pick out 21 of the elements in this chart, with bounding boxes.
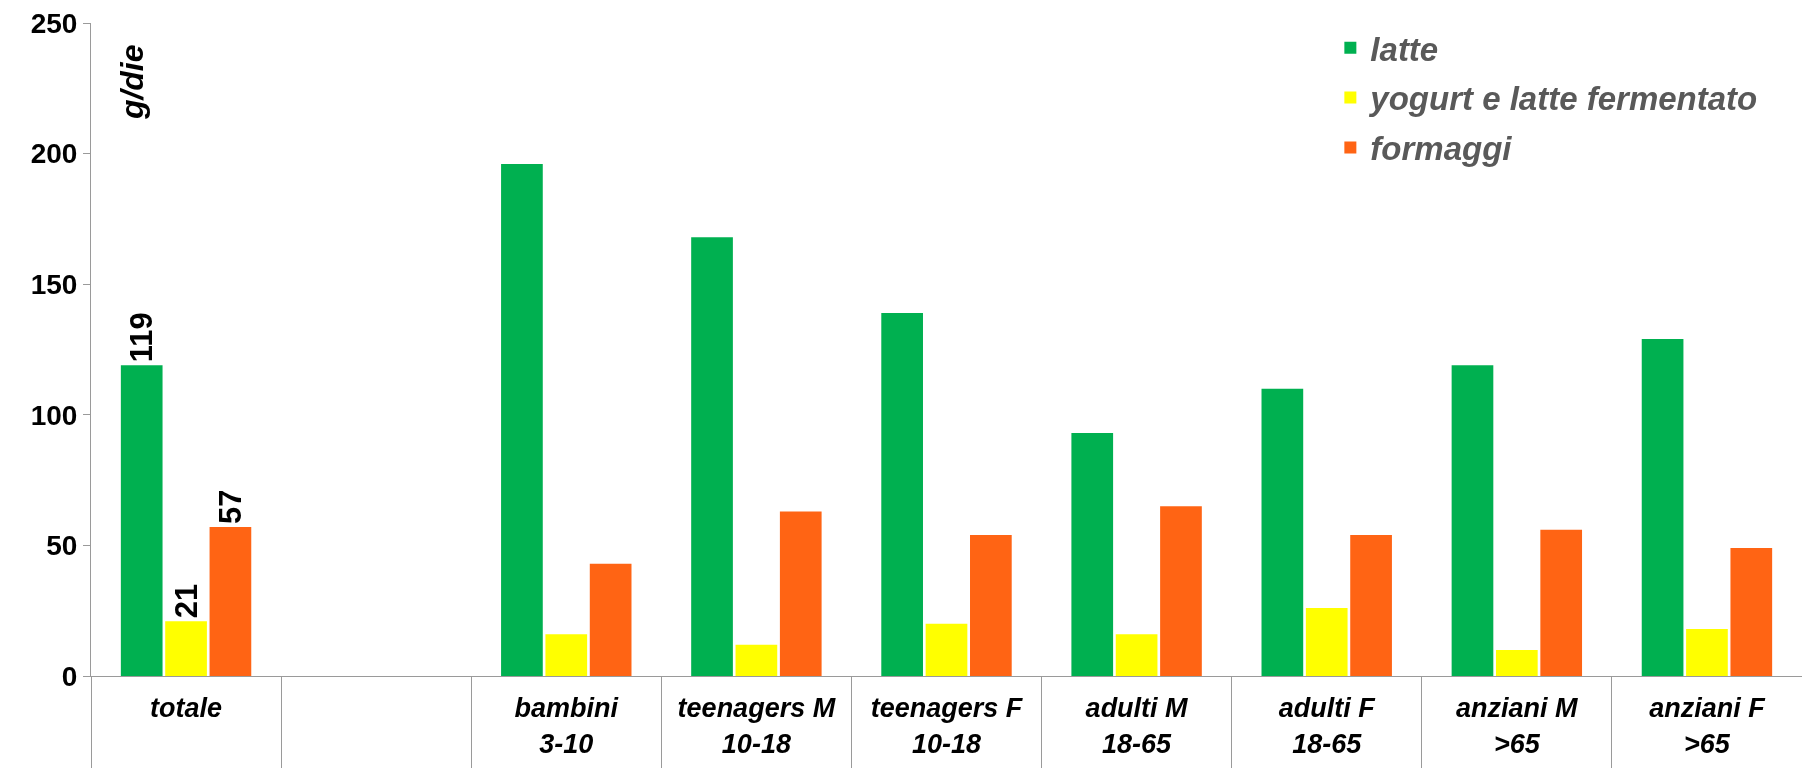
y-axis-title: g/die xyxy=(113,44,150,121)
y-tick-label: 0 xyxy=(61,660,78,692)
y-tick-label: 50 xyxy=(46,530,78,562)
x-tick-label: anziani F >65 xyxy=(1649,693,1767,759)
data-label: 57 xyxy=(212,489,248,525)
x-tick-label: anziani M >65 xyxy=(1456,693,1579,759)
legend-label: formaggi xyxy=(1370,130,1513,168)
x-tick-label: adulti M 18-65 xyxy=(1085,693,1189,759)
x-tick-label: adulti F 18-65 xyxy=(1278,693,1377,759)
y-tick-label: 150 xyxy=(30,269,78,300)
x-tick-label: teenagers F 10-18 xyxy=(870,693,1024,759)
y-tick-label: 100 xyxy=(30,399,78,431)
y-tick-label: 200 xyxy=(30,138,78,170)
legend-label: latte xyxy=(1370,30,1439,68)
legend-label: yogurt e latte fermentato xyxy=(1368,80,1758,118)
y-tick-label: 250 xyxy=(30,7,78,39)
data-label: 119 xyxy=(124,312,160,363)
x-tick-label: bambini 3-10 xyxy=(514,693,619,759)
data-label: 21 xyxy=(168,583,204,619)
x-tick-label: totale xyxy=(150,693,223,724)
x-tick-label: teenagers M 10-18 xyxy=(677,693,836,759)
